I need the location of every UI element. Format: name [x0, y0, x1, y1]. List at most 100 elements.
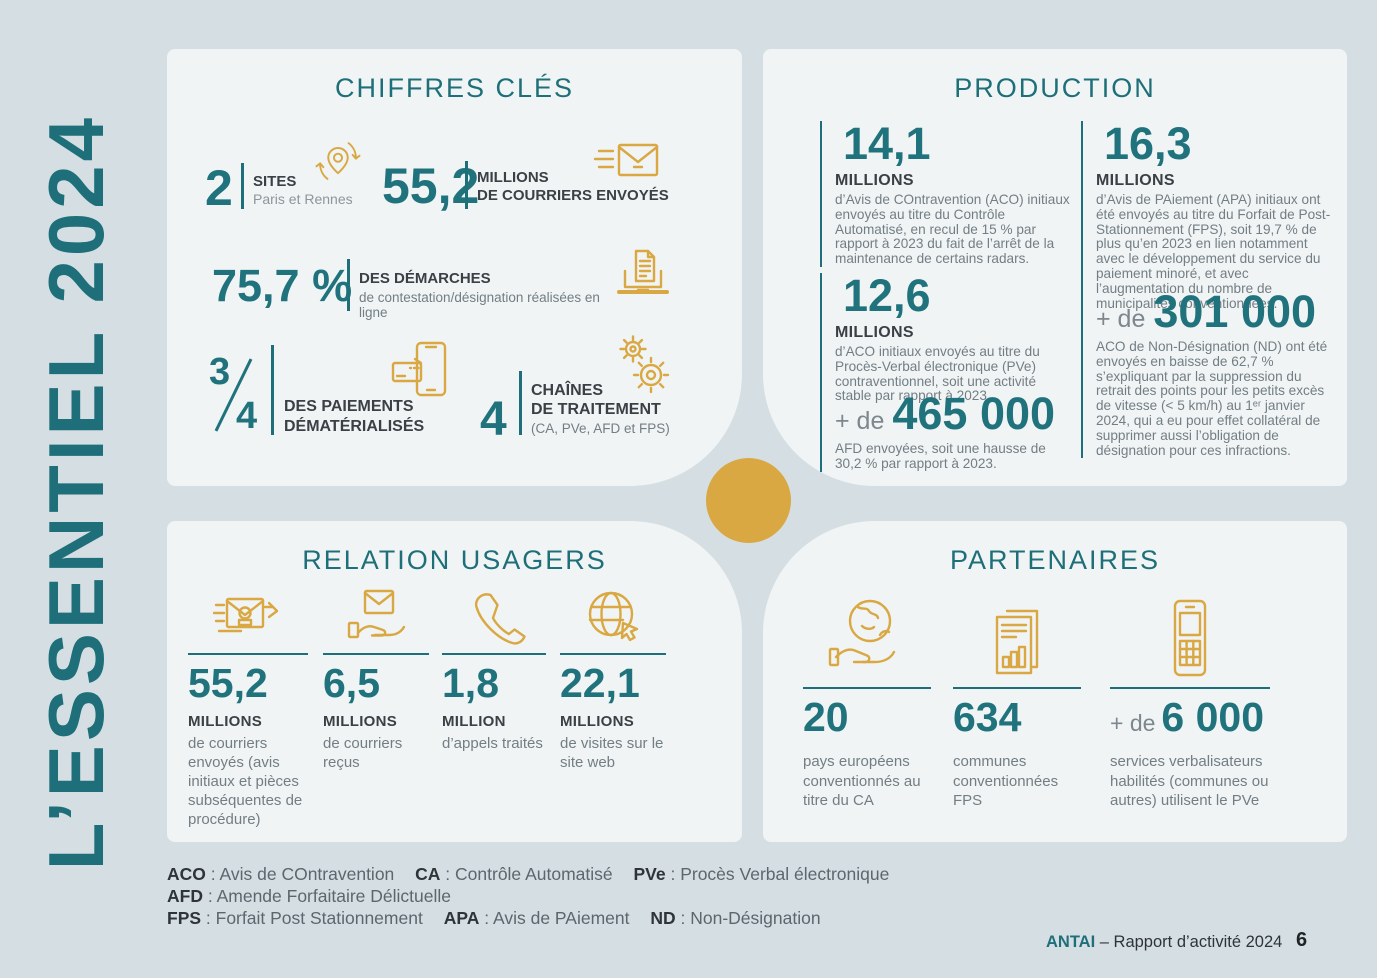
sites-sublabel: Paris et Rennes: [253, 190, 353, 207]
partenaires-title: PARTENAIRES: [949, 545, 1161, 575]
stat-value: 22,1: [560, 660, 640, 706]
legend-def: : Non-Désignation: [675, 908, 821, 928]
stat-text: ACO de Non-Désignation (ND) ont été envo…: [1096, 339, 1328, 458]
stat-text: communes conventionnées FPS: [953, 753, 1059, 809]
globe-hand-icon: [803, 589, 931, 681]
underline: [1110, 687, 1270, 689]
partenaires-col-pays: 20 pays européens conventionnés au titre…: [803, 589, 931, 811]
report-footer: ANTAI – Rapport d’activité 2024: [1046, 933, 1282, 952]
stat-text: de courriers reçus: [323, 735, 403, 771]
sites-value: 2: [205, 160, 233, 216]
legend-def: : Avis de COntravention: [205, 864, 395, 884]
mail-send-icon: [587, 137, 663, 187]
stat-prefix: + de: [835, 407, 885, 435]
stat-value: 1,8: [442, 660, 499, 706]
underline: [188, 653, 308, 655]
stat-unit: MILLION: [442, 713, 506, 730]
legend-abbr: APA: [443, 908, 480, 928]
stat-text: services verbalisateurs habilités (commu…: [1110, 753, 1269, 809]
stat-text: pays européens conventionnés au titre du…: [803, 753, 921, 809]
stat-unit: MILLIONS: [323, 713, 398, 730]
panel-relation-usagers: RELATION USAGERS 55,2 MILLIONS de courri…: [167, 521, 742, 842]
underline: [803, 687, 931, 689]
location-pin-sync-icon: [312, 133, 364, 189]
stat-value: 465 000: [892, 388, 1056, 439]
chaines-label1: CHAÎNES: [531, 382, 604, 399]
mail-received-icon: [323, 585, 429, 647]
abbreviations-legend: ACO : Avis de COntravention CA : Contrôl…: [167, 863, 1197, 929]
legend-line-2: FPS : Forfait Post Stationnement APA : A…: [167, 907, 1197, 929]
production-block-afd: + de 465 000 AFD envoyées, soit une haus…: [820, 391, 1072, 472]
documents-chart-icon: [953, 589, 1081, 681]
panel-chiffres-cles: CHIFFRES CLÉS 2 SITES Paris et Rennes 55…: [167, 49, 742, 486]
page-number: 6: [1296, 929, 1308, 951]
phone-handset-icon: [442, 585, 554, 647]
relation-col-visites: 22,1 MILLIONS de visites sur le site web: [560, 585, 666, 772]
stat-value: 55,2: [188, 660, 268, 706]
courriers-label1: MILLIONS: [477, 169, 549, 186]
stat-unit: MILLIONS: [560, 713, 635, 730]
relation-usagers-title: RELATION USAGERS: [302, 545, 607, 575]
vertical-page-title: L’ESSENTIEL 2024: [28, 50, 124, 934]
stat-text: d’Avis de COntravention (ACO) initiaux e…: [835, 192, 1070, 267]
stat-text: de visites sur le site web: [560, 735, 664, 771]
gears-icon: [613, 333, 671, 397]
production-block-apa: 16,3 MILLIONS d’Avis de PAiement (APA) i…: [1081, 121, 1333, 312]
phone-payment-icon: [385, 337, 453, 405]
globe-cursor-icon: [560, 585, 666, 647]
chaines-sublabel: (CA, PVe, AFD et FPS): [531, 421, 670, 436]
relation-col-courriers-envoyes: 55,2 MILLIONS de courriers envoyés (avis…: [188, 585, 308, 829]
underline: [560, 653, 666, 655]
legend-def: : Procès Verbal électronique: [665, 864, 890, 884]
stat-text: d’Avis de PAiement (APA) initiaux ont ét…: [1096, 192, 1331, 311]
legend-line-1: ACO : Avis de COntravention CA : Contrôl…: [167, 863, 1197, 907]
paiements-denominator: 4: [236, 395, 258, 437]
divider: [519, 371, 522, 435]
panel-partenaires: PARTENAIRES 20 pays européens convention…: [763, 521, 1347, 842]
divider: [347, 259, 350, 311]
legend-def: : Amende Forfaitaire Délictuelle: [202, 886, 452, 906]
legend-abbr: ACO: [167, 864, 206, 884]
production-block-pve: 12,6 MILLIONS d’ACO initiaux envoyés au …: [820, 270, 1072, 405]
stat-text: de courriers envoyés (avis initiaux et p…: [188, 735, 303, 828]
stat-value: 14,1: [843, 118, 931, 169]
footer-brand: ANTAI: [1046, 933, 1096, 951]
legend-abbr: ND: [650, 908, 676, 928]
stat-value: 20: [803, 694, 849, 740]
stat-prefix: + de: [1110, 710, 1156, 736]
underline: [323, 653, 429, 655]
underline: [442, 653, 546, 655]
mail-sent-icon: [188, 585, 308, 647]
paiements-numerator: 3: [209, 351, 231, 393]
demarches-sublabel: de contestation/désignation réalisées en…: [359, 289, 600, 320]
paiements-label2: DÉMATÉRIALISÉS: [284, 418, 425, 435]
underline: [953, 687, 1081, 689]
relation-col-appels: 1,8 MILLION d’appels traités: [442, 585, 554, 753]
stat-text: d’ACO initiaux envoyés au titre du Procè…: [835, 344, 1040, 404]
vertical-page-title-text: L’ESSENTIEL 2024: [32, 113, 120, 871]
legend-def: : Forfait Post Stationnement: [201, 908, 423, 928]
stat-unit: MILLIONS: [188, 713, 263, 730]
partenaires-col-communes: 634 communes conventionnées FPS: [953, 589, 1081, 811]
paiements-fraction: 3 4: [209, 351, 263, 439]
stat-prefix: + de: [1096, 305, 1146, 333]
paiements-label1: DES PAIEMENTS: [284, 398, 414, 415]
stat-value: 12,6: [843, 270, 931, 321]
stat-text: d’appels traités: [442, 735, 543, 752]
production-title: PRODUCTION: [954, 73, 1156, 103]
footer-text: – Rapport d’activité 2024: [1095, 933, 1283, 951]
relation-col-courriers-recus: 6,5 MILLIONS de courriers reçus: [323, 585, 429, 772]
divider: [241, 163, 244, 209]
stat-value: 6,5: [323, 660, 380, 706]
demarches-label: DES DÉMARCHES: [359, 270, 491, 287]
production-block-aco: 14,1 MILLIONS d’Avis de COntravention (A…: [820, 121, 1072, 267]
partenaires-col-services: + de 6 000 services verbalisateurs habil…: [1110, 589, 1270, 811]
legend-abbr: AFD: [167, 886, 203, 906]
production-block-nd: + de 301 000 ACO de Non-Désignation (ND)…: [1081, 289, 1333, 459]
panel-production: PRODUCTION 14,1 MILLIONS d’Avis de COntr…: [763, 49, 1347, 486]
chaines-label2: DE TRAITEMENT: [531, 401, 661, 418]
divider: [271, 345, 274, 435]
legend-abbr: PVe: [633, 864, 666, 884]
stat-value: 6 000: [1161, 694, 1265, 740]
stat-value: 634: [953, 694, 1022, 740]
